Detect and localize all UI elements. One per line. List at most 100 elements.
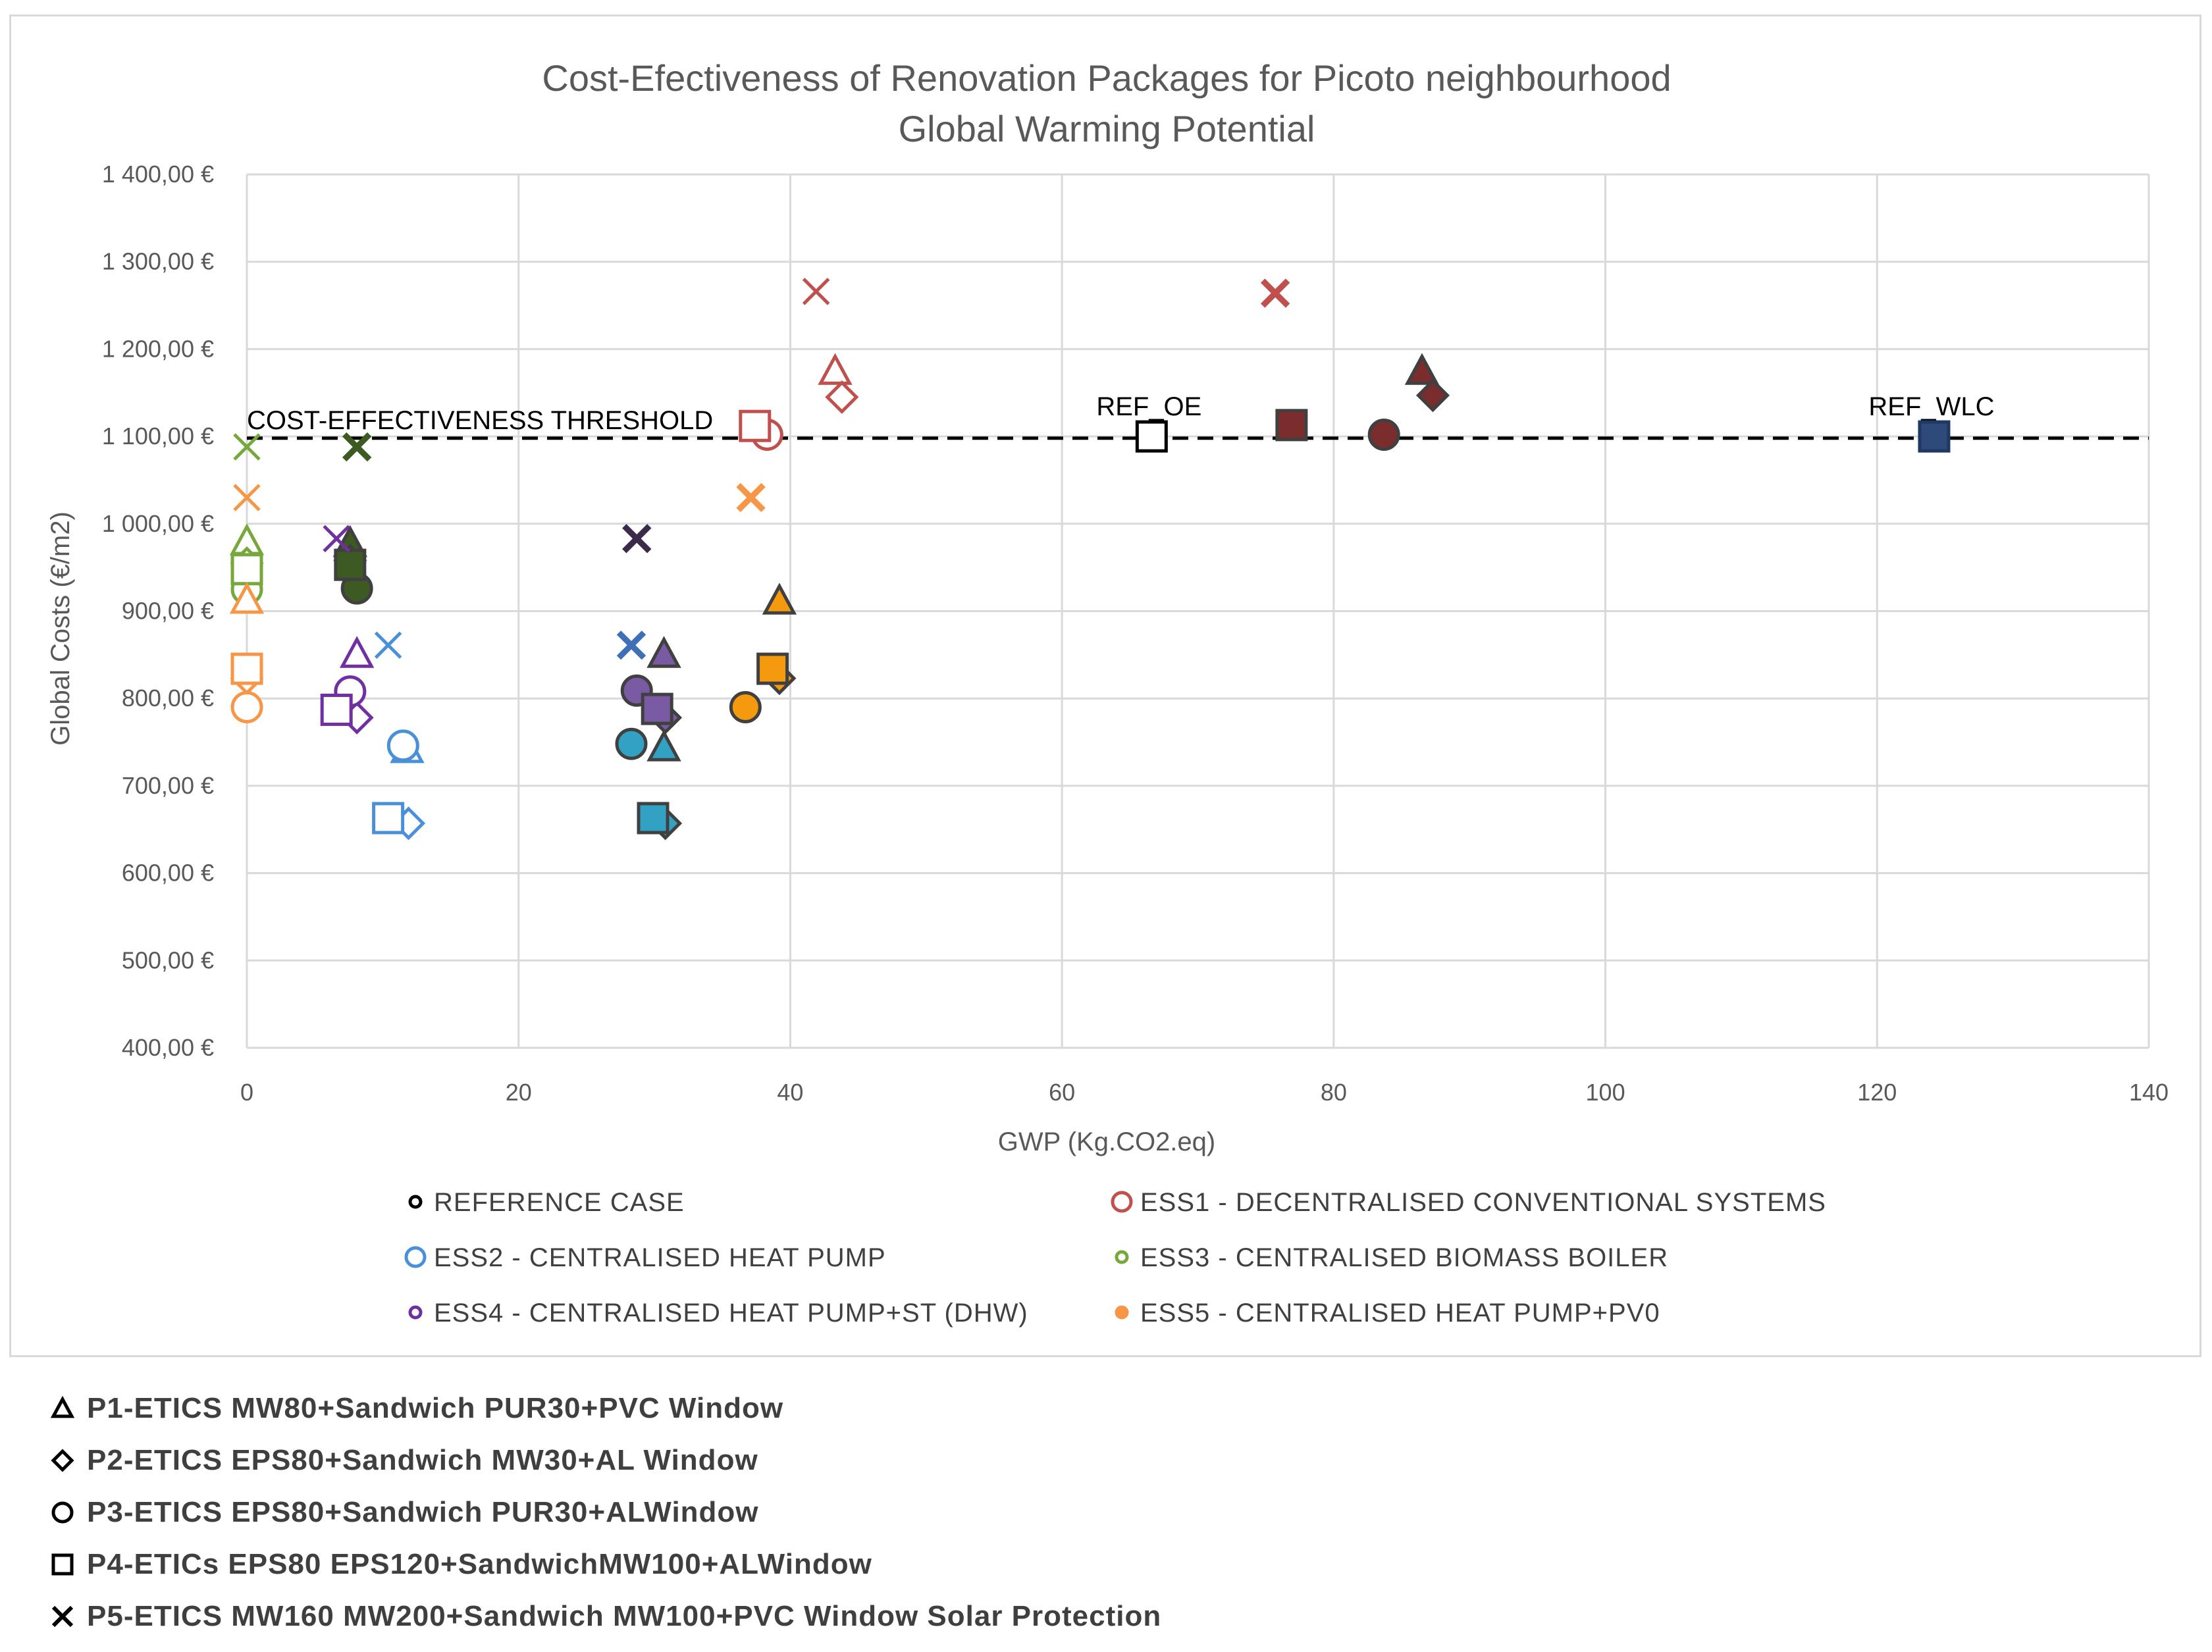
data-point-square (1918, 420, 1951, 453)
y-tick-label: 1 000,00 € (102, 510, 214, 537)
threshold-label: COST-EFFECTIVENESS THRESHOLD (247, 406, 713, 435)
x-tick-label: 20 (506, 1079, 532, 1106)
legend-marker (1115, 1305, 1129, 1320)
data-point-square (1275, 409, 1308, 442)
data-point-x (1260, 278, 1290, 308)
x-tick-label: 120 (1857, 1079, 1897, 1106)
data-point-circle (230, 690, 263, 723)
x-stroke (622, 524, 652, 554)
package-legend-item: P5-ETICS MW160 MW200+Sandwich MW100+PVC … (46, 1590, 1363, 1642)
data-point-x (342, 432, 372, 462)
data-point-x (622, 524, 652, 554)
grid (246, 173, 2150, 1049)
package-label: P5-ETICS MW160 MW200+Sandwich MW100+PVC … (87, 1599, 1162, 1632)
data-point-circle (615, 727, 648, 760)
legend-entry: REFERENCE CASE (434, 1188, 685, 1217)
y-tick-label: 800,00 € (122, 684, 214, 711)
y-tick-label: 1 300,00 € (102, 248, 214, 275)
x-tick-label: 40 (777, 1079, 803, 1106)
legend-entry: ESS5 - CENTRALISED HEAT PUMP+PV0 (1140, 1299, 1660, 1328)
data-point-x (616, 631, 646, 660)
data-point-triangle (1404, 353, 1440, 385)
chart-frame: Cost-Efectiveness of Renovation Packages… (9, 14, 2201, 1357)
data-point-square (372, 802, 405, 835)
data-point-triangle (646, 636, 681, 668)
package-label: P2-ETICS EPS80+Sandwich MW30+AL Window (87, 1443, 758, 1476)
x-tick-labels: 0 20 40 60 80 100 120 140 (240, 1079, 2169, 1106)
data-point-triangle (762, 582, 797, 615)
x-icon (51, 1605, 74, 1627)
data-point-square (637, 802, 670, 835)
triangle-shape (50, 1395, 75, 1418)
point-annotation: REF_OE (1096, 392, 1201, 421)
data-point-x (233, 433, 261, 461)
data-point-x (374, 631, 402, 659)
series-legend: REFERENCE CASE ESS1 - DECENTRALISED CONVE… (404, 1188, 1826, 1328)
data-point-square (1135, 420, 1168, 453)
chart-title: Cost-Efectiveness of Renovation Packages… (542, 57, 1671, 99)
x-tick-label: 80 (1321, 1079, 1347, 1106)
data-point-square (756, 652, 789, 685)
x-tick-label: 0 (240, 1079, 253, 1106)
legend-entry: ESS3 - CENTRALISED BIOMASS BOILER (1140, 1243, 1668, 1272)
package-label: P4-ETICs EPS80 EPS120+SandwichMW100+ALWi… (87, 1547, 872, 1580)
package-legend-item: P3-ETICS EPS80+Sandwich PUR30+ALWindow (46, 1486, 1363, 1538)
data-point-triangle (818, 353, 853, 385)
y-tick-label: 1 100,00 € (102, 423, 214, 450)
package-legend-item: P2-ETICS EPS80+Sandwich MW30+AL Window (46, 1434, 1363, 1486)
x-tick-label: 140 (2129, 1079, 2169, 1106)
package-legend: P1-ETICS MW80+Sandwich PUR30+PVC Window P… (46, 1382, 1363, 1642)
data-point-x (233, 484, 261, 511)
x-stroke (616, 631, 646, 660)
x-stroke (323, 525, 350, 553)
data-points (229, 278, 1951, 840)
data-point-triangle (339, 636, 375, 668)
x-stroke (233, 484, 261, 511)
package-legend-item: P1-ETICS MW80+Sandwich PUR30+PVC Window (46, 1382, 1363, 1434)
x-stroke (233, 433, 261, 461)
data-point-x (802, 278, 830, 305)
legend-marker (404, 1246, 427, 1268)
x-tick-label: 60 (1049, 1079, 1075, 1106)
data-point-triangle (229, 581, 265, 614)
legend-entry: ESS2 - CENTRALISED HEAT PUMP (434, 1243, 886, 1272)
y-tick-label: 400,00 € (122, 1034, 214, 1061)
x-stroke (802, 278, 830, 305)
legend-entry: ESS4 - CENTRALISED HEAT PUMP+ST (DHW) (434, 1299, 1028, 1328)
data-point-triangle (646, 729, 681, 761)
x-tick-label: 100 (1586, 1079, 1625, 1106)
y-tick-label: 1 400,00 € (102, 161, 214, 188)
data-point-x (323, 525, 350, 553)
chart-svg: Cost-Efectiveness of Renovation Packages… (46, 57, 2169, 1328)
data-point-circle (729, 690, 762, 723)
data-point-square (230, 652, 263, 685)
y-tick-label: 500,00 € (122, 946, 214, 973)
circle-icon (51, 1501, 74, 1523)
package-legend-item: P4-ETICs EPS80 EPS120+SandwichMW100+ALWi… (46, 1538, 1363, 1590)
data-point-square (320, 693, 353, 726)
square-shape (51, 1553, 74, 1575)
circle-shape (51, 1501, 74, 1523)
data-point-square (641, 692, 673, 725)
x-stroke (736, 482, 766, 513)
x-stroke (342, 432, 372, 462)
data-point-diamond (1415, 378, 1450, 413)
x-stroke (374, 631, 402, 659)
y-tick-label: 600,00 € (122, 860, 214, 887)
legend-marker (408, 1195, 423, 1209)
data-point-square (739, 409, 772, 442)
x-stroke (51, 1605, 74, 1627)
legend-marker (1111, 1191, 1133, 1213)
package-label: P3-ETICS EPS80+Sandwich PUR30+ALWindow (87, 1495, 759, 1528)
data-point-square (334, 548, 367, 581)
point-annotation: REF_WLC (1868, 392, 1994, 421)
diamond-icon (51, 1448, 74, 1472)
x-stroke (1260, 278, 1290, 308)
data-point-diamond (825, 380, 859, 414)
legend-entry: ESS1 - DECENTRALISED CONVENTIONAL SYSTEM… (1140, 1188, 1826, 1217)
y-tick-label: 1 200,00 € (102, 335, 214, 362)
chart-subtitle: Global Warming Potential (899, 108, 1315, 149)
y-axis-label: Global Costs (€/m2) (46, 511, 75, 746)
square-icon (51, 1553, 74, 1575)
y-tick-label: 900,00 € (122, 598, 214, 625)
